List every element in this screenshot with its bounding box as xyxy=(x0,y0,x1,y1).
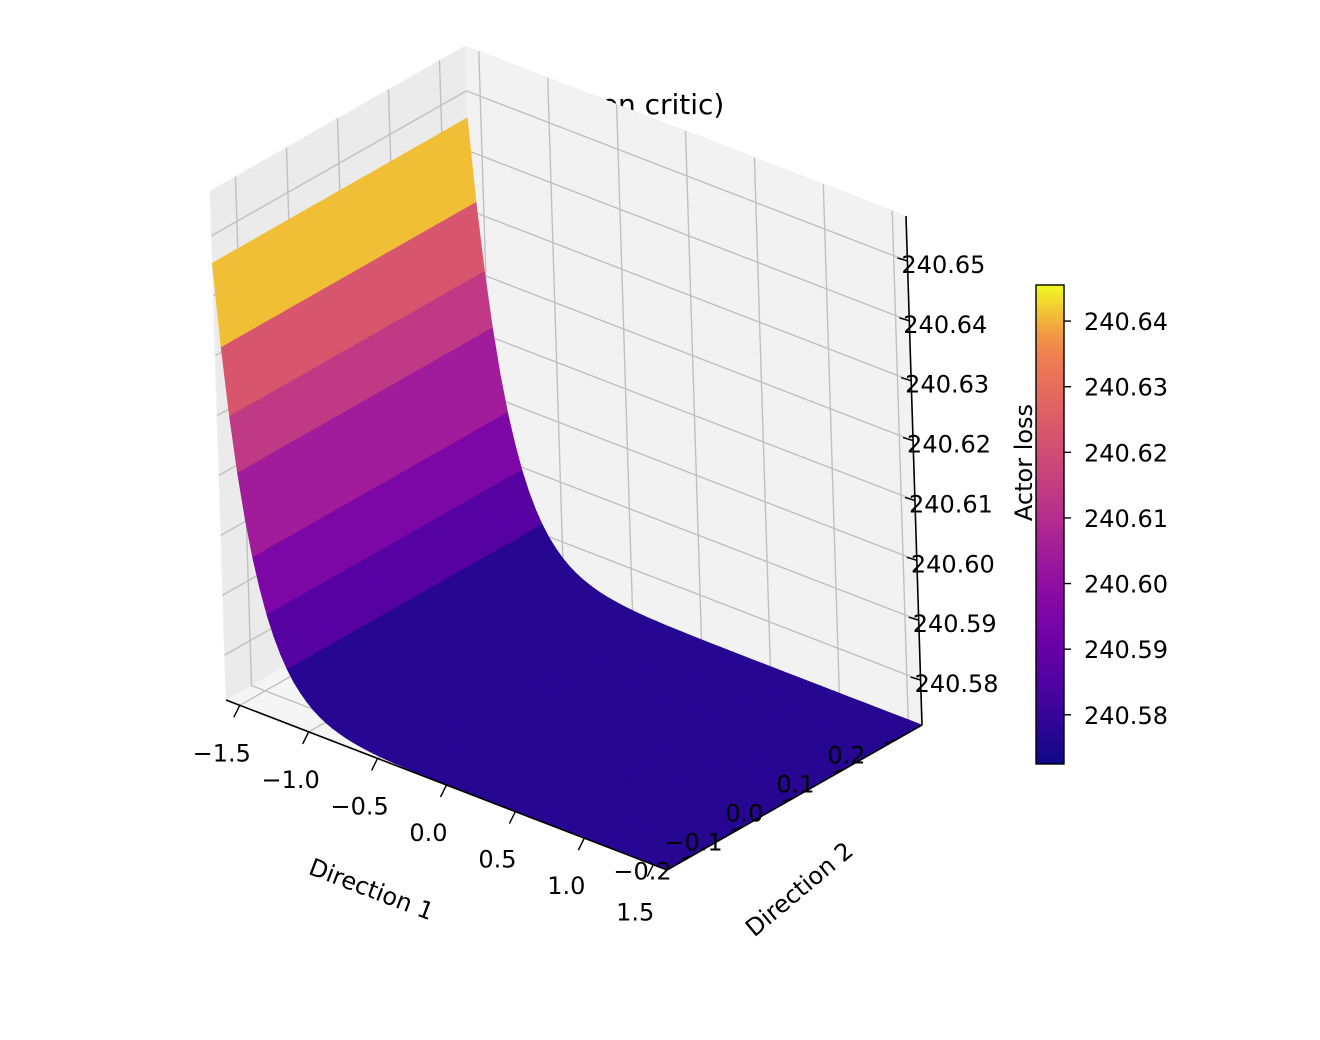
z-tick-mark xyxy=(906,556,918,561)
z-tick-mark xyxy=(904,496,916,502)
y-tick-label: −0.2 xyxy=(613,858,671,886)
y-tick-mark xyxy=(782,796,795,803)
y-tick-label: 0.0 xyxy=(725,800,763,828)
colorbar: 240.58 240.59 240.60 240.61 240.62 240.63 240.… xyxy=(1035,284,1168,765)
x-tick-mark xyxy=(233,704,241,718)
z-tick-label: 240.59 xyxy=(913,610,997,638)
x-tick-label: 1.0 xyxy=(547,872,585,900)
z-tick-label: 240.64 xyxy=(903,311,987,339)
z-tick-mark xyxy=(900,377,912,382)
x-tick-mark xyxy=(508,811,517,824)
y-tick-mark xyxy=(833,767,846,774)
z-axis-line xyxy=(905,215,923,726)
z-gridline xyxy=(211,90,908,262)
x-tick-mark xyxy=(439,784,448,798)
x-tick-label: −0.5 xyxy=(330,792,388,820)
z-tick-label: 240.61 xyxy=(909,490,993,518)
x-tick-label: −1.5 xyxy=(193,739,251,767)
x-tick-mark xyxy=(577,837,585,851)
z-axis-ticks: 240.58 240.59 240.60 240.61 240.62 240.63 240.… xyxy=(897,251,999,698)
colorbar-tick-label: 240.63 xyxy=(1084,374,1168,402)
y-tick-mark xyxy=(731,825,744,832)
y-axis-ticks: −0.2−0.10.0 0.1 0.2 xyxy=(613,738,897,886)
colorbar-tick-label: 240.61 xyxy=(1084,505,1168,533)
x-tick-label: −1.0 xyxy=(262,766,320,794)
z-tick-mark xyxy=(899,317,910,322)
x-tick-mark xyxy=(302,731,310,745)
y-tick-label: 0.1 xyxy=(776,771,814,799)
z-tick-label: 240.65 xyxy=(901,251,985,279)
x-tick-label: 0.5 xyxy=(478,846,516,874)
y-tick-label: −0.1 xyxy=(664,829,722,857)
x-axis-label: Direction 1 xyxy=(305,853,438,926)
z-tick-label: 240.62 xyxy=(907,431,991,459)
colorbar-tick-label: 240.58 xyxy=(1084,702,1168,730)
z-axis-label: Actor loss xyxy=(1010,404,1038,521)
colorbar-tick-label: 240.62 xyxy=(1084,439,1168,467)
x-tick-label: 1.5 xyxy=(616,899,654,927)
x-tick-mark xyxy=(646,864,654,878)
z-tick-mark xyxy=(897,257,908,262)
y-axis-label: Direction 2 xyxy=(740,836,859,942)
y-tick-mark xyxy=(680,854,693,861)
x-axis-ticks: −1.5 −1.0 −0.5 0.0 0.5 1.0 1.5 xyxy=(193,704,654,927)
z-tick-label: 240.58 xyxy=(915,670,999,698)
y-tick-mark xyxy=(884,738,897,745)
z-tick-mark xyxy=(910,676,921,681)
x-tick-mark xyxy=(370,758,379,771)
colorbar-tick-label: 240.64 xyxy=(1084,308,1168,336)
z-tick-label: 240.63 xyxy=(905,371,989,399)
z-tick-mark xyxy=(902,436,914,442)
colorbar-tick-label: 240.60 xyxy=(1084,571,1168,599)
colorbar-bar xyxy=(1035,284,1065,765)
z-tick-label: 240.60 xyxy=(911,550,995,578)
colorbar-tick-label: 240.59 xyxy=(1084,636,1168,664)
z-tick-mark xyxy=(908,616,919,621)
loss-surface xyxy=(211,117,923,871)
x-tick-label: 0.0 xyxy=(409,819,447,847)
y-tick-label: 0.2 xyxy=(827,742,865,770)
